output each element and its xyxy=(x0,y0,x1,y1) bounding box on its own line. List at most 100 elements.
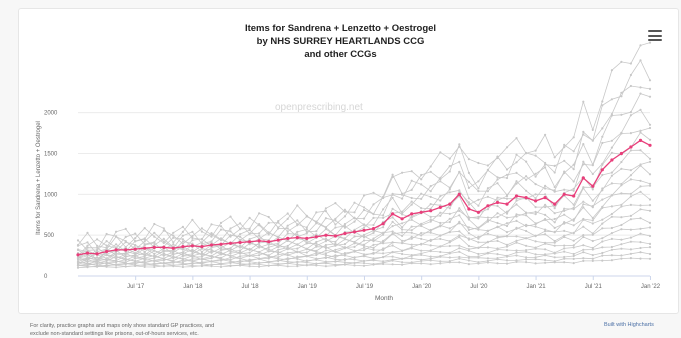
other-ccg-point xyxy=(458,247,461,250)
other-ccg-point xyxy=(258,254,261,257)
other-ccg-point xyxy=(210,263,213,266)
other-ccg-point xyxy=(191,265,194,268)
other-ccg-point xyxy=(591,248,594,251)
other-ccg-point xyxy=(496,182,499,185)
highcharts-credit-link[interactable]: Built with Highcharts xyxy=(604,322,654,328)
other-ccg-point xyxy=(515,213,518,216)
other-ccg-point xyxy=(229,264,232,268)
other-ccg-point xyxy=(334,264,337,267)
other-ccg-point xyxy=(639,86,642,89)
other-ccg-point xyxy=(353,228,356,231)
other-ccg-point xyxy=(572,244,575,247)
other-ccg-point xyxy=(572,168,575,171)
other-ccg-point xyxy=(553,164,556,167)
other-ccg-point xyxy=(563,213,566,216)
other-ccg-point xyxy=(486,230,489,233)
other-ccg-point xyxy=(324,243,327,247)
other-ccg-point xyxy=(143,251,146,254)
highlight-series-point xyxy=(324,233,328,237)
highlight-series-point xyxy=(295,236,299,240)
other-ccg-point xyxy=(172,249,175,252)
other-ccg-point xyxy=(115,235,118,238)
other-ccg-point xyxy=(496,253,499,256)
other-ccg-point xyxy=(496,212,499,215)
other-ccg-point xyxy=(315,253,318,257)
other-ccg-point xyxy=(258,241,261,245)
other-ccg-point xyxy=(372,216,375,219)
other-ccg-point xyxy=(315,264,318,267)
other-ccg-point xyxy=(601,173,604,177)
other-ccg-point xyxy=(382,208,385,211)
other-ccg-point xyxy=(286,227,289,230)
other-ccg-point xyxy=(448,241,451,244)
other-ccg-point xyxy=(582,160,585,163)
other-ccg-point xyxy=(391,192,394,195)
other-ccg-point xyxy=(153,264,156,267)
other-ccg-point xyxy=(648,226,652,229)
other-ccg-point xyxy=(162,262,165,265)
other-ccg-point xyxy=(277,248,280,251)
other-ccg-point xyxy=(401,226,404,229)
other-ccg-point xyxy=(124,235,127,239)
hamburger-menu-icon[interactable] xyxy=(648,30,662,41)
other-ccg-point xyxy=(239,257,242,260)
other-ccg-point xyxy=(353,245,356,248)
other-ccg-point xyxy=(200,261,203,264)
other-ccg-point xyxy=(229,234,232,237)
other-ccg-point xyxy=(648,221,652,224)
other-ccg-point xyxy=(219,251,223,254)
other-ccg-point xyxy=(277,221,280,224)
other-ccg-point xyxy=(591,254,594,257)
highlight-series-point xyxy=(343,231,347,236)
other-ccg-point xyxy=(515,260,518,263)
other-ccg-point xyxy=(591,259,594,262)
other-ccg-point xyxy=(296,230,299,233)
other-ccg-point xyxy=(124,227,127,230)
other-ccg-point xyxy=(391,230,394,233)
other-ccg-point xyxy=(610,248,614,251)
other-ccg-point xyxy=(515,137,518,140)
other-ccg-point xyxy=(648,182,652,185)
other-ccg-point xyxy=(639,185,642,188)
other-ccg-point xyxy=(439,234,442,237)
highlight-series-point xyxy=(248,240,252,244)
x-tick-label: Jan '22 xyxy=(641,284,661,290)
other-ccg-point xyxy=(591,222,594,225)
other-ccg-point xyxy=(153,222,156,226)
other-ccg-point xyxy=(239,238,242,241)
other-ccg-point xyxy=(610,151,614,154)
other-ccg-point xyxy=(515,249,518,252)
other-ccg-point xyxy=(477,217,480,220)
other-ccg-point xyxy=(420,173,423,177)
other-ccg-point xyxy=(639,44,642,47)
other-ccg-point xyxy=(324,210,327,213)
other-ccg-point xyxy=(629,62,633,65)
other-ccg-point xyxy=(372,248,375,251)
other-ccg-point xyxy=(467,180,470,183)
other-ccg-point xyxy=(219,237,223,240)
other-ccg-point xyxy=(296,250,299,253)
other-ccg-point xyxy=(572,262,575,265)
other-ccg-point xyxy=(172,243,175,246)
other-ccg-point xyxy=(229,247,232,250)
other-ccg-point xyxy=(324,240,327,243)
other-ccg-point xyxy=(286,232,289,235)
other-ccg-point xyxy=(239,255,242,258)
other-ccg-point xyxy=(391,232,394,235)
other-ccg-point xyxy=(239,246,242,249)
other-ccg-point xyxy=(429,190,432,193)
other-ccg-point xyxy=(429,203,432,206)
other-ccg-point xyxy=(601,259,604,262)
other-ccg-point xyxy=(648,157,652,160)
other-ccg-point xyxy=(315,251,318,255)
other-ccg-point xyxy=(572,180,575,183)
other-ccg-point xyxy=(496,258,499,261)
other-ccg-point xyxy=(601,163,604,166)
other-ccg-point xyxy=(334,226,337,229)
other-ccg-point xyxy=(534,172,537,175)
other-ccg-point xyxy=(162,237,165,240)
other-ccg-point xyxy=(382,262,385,266)
other-ccg-point xyxy=(429,220,432,223)
other-ccg-point xyxy=(553,171,556,174)
other-ccg-point xyxy=(124,262,127,265)
